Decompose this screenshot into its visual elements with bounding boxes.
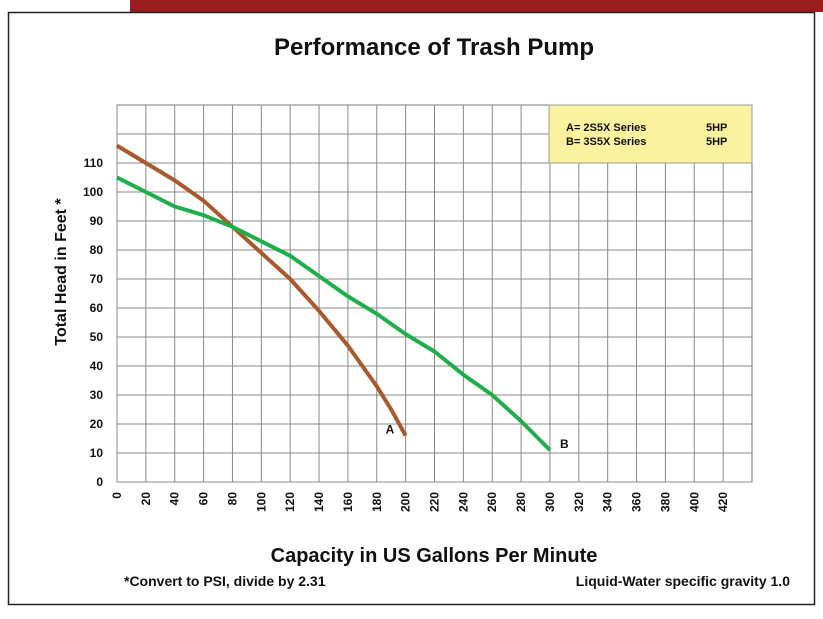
y-tick-label: 70 — [90, 272, 104, 286]
y-tick-label: 100 — [83, 185, 103, 199]
legend-label: B= 3S5X Series — [566, 136, 646, 148]
series-line — [115, 143, 408, 437]
y-tick-label: 80 — [90, 243, 104, 257]
y-tick-label: 10 — [90, 446, 104, 460]
y-tick-label: 40 — [90, 359, 104, 373]
x-tick-label: 400 — [687, 492, 701, 512]
x-tick-label: 220 — [428, 492, 442, 512]
x-tick-label: 0 — [110, 492, 124, 499]
x-tick-label: 80 — [225, 492, 239, 506]
x-tick-label: 380 — [658, 492, 672, 512]
y-tick-label: 60 — [90, 301, 104, 315]
x-tick-label: 180 — [370, 492, 384, 512]
legend-power: 5HP — [706, 136, 727, 148]
y-tick-label: 110 — [84, 156, 104, 170]
x-tick-label: 120 — [283, 492, 297, 512]
series-name: A — [386, 423, 395, 437]
x-tick-label: 340 — [601, 492, 615, 512]
x-tick-label: 160 — [341, 492, 355, 512]
y-tick-label: 20 — [90, 417, 104, 431]
legend-power: 5HP — [706, 122, 727, 134]
x-tick-label: 360 — [630, 492, 644, 512]
y-tick-label: 0 — [96, 475, 103, 489]
y-tick-label: 30 — [90, 388, 104, 402]
y-tick-label: 50 — [90, 330, 104, 344]
x-tick-label: 20 — [139, 492, 153, 506]
x-tick-label: 60 — [197, 492, 211, 506]
x-tick-label: 420 — [716, 492, 730, 512]
x-tick-label: 100 — [254, 492, 268, 512]
x-tick-label: 260 — [485, 492, 499, 512]
y-axis-label: Total Head in Feet * — [53, 198, 70, 346]
x-tick-label: 320 — [572, 492, 586, 512]
legend-box — [548, 104, 753, 164]
y-tick-label: 90 — [90, 214, 104, 228]
series-line — [116, 175, 552, 452]
x-tick-label: 40 — [168, 492, 182, 506]
x-tick-label: 200 — [399, 492, 413, 512]
x-tick-label: 240 — [456, 492, 470, 512]
footnote: *Convert to PSI, divide by 2.31 — [124, 573, 326, 589]
x-axis-label: Capacity in US Gallons Per Minute — [271, 545, 598, 567]
legend-label: A= 2S5X Series — [566, 122, 646, 134]
x-tick-label: 280 — [514, 492, 528, 512]
footnote: Liquid-Water specific gravity 1.0 — [576, 573, 790, 589]
x-tick-label: 140 — [312, 492, 326, 512]
header-bar — [130, 0, 823, 12]
chart-title: Performance of Trash Pump — [274, 34, 594, 61]
x-tick-label: 300 — [543, 492, 557, 512]
series-name: B — [560, 437, 569, 451]
